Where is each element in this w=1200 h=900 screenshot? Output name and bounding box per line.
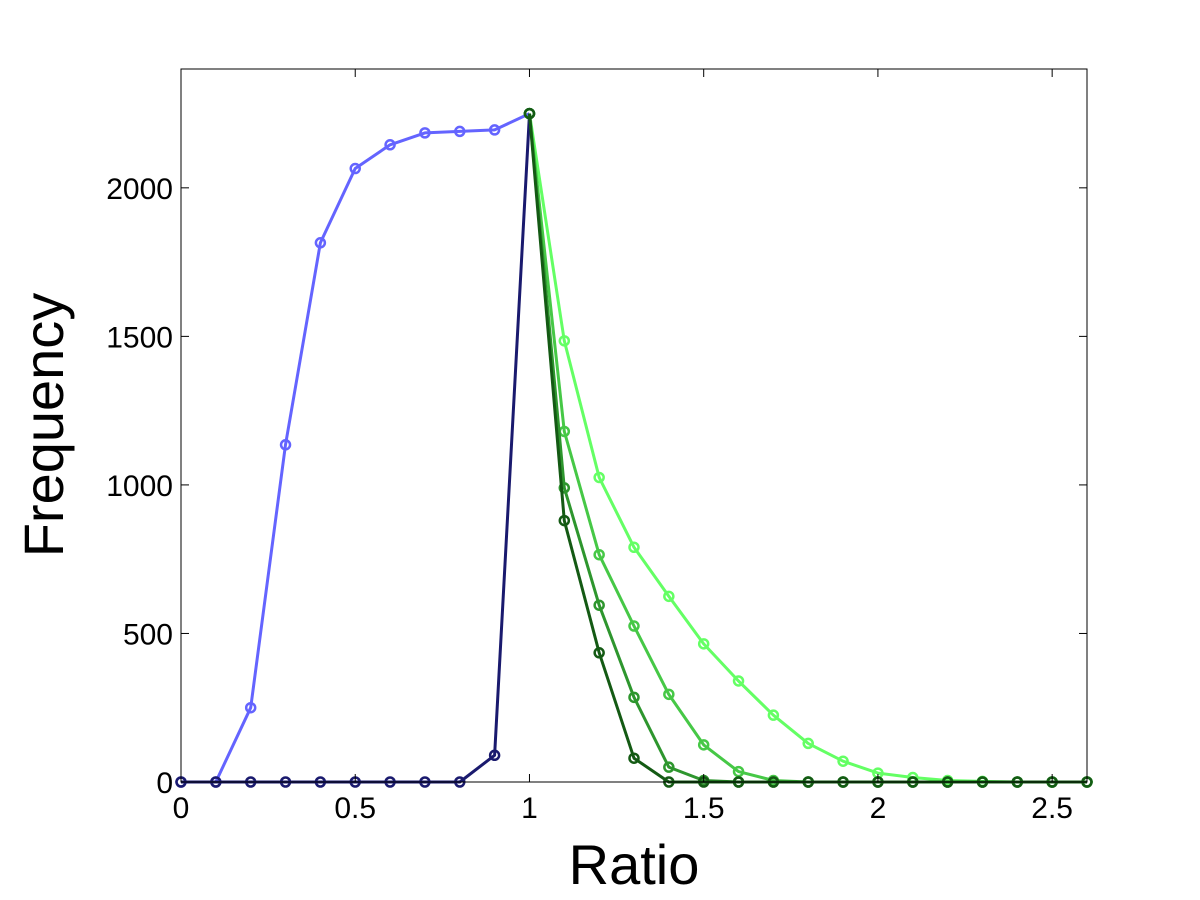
data-point bbox=[593, 599, 605, 611]
data-point bbox=[558, 514, 571, 527]
data-point bbox=[767, 709, 780, 721]
data-point bbox=[558, 335, 571, 347]
data-point bbox=[628, 691, 640, 704]
data-point bbox=[628, 620, 640, 632]
data-point bbox=[454, 125, 466, 138]
x-tick-label: 2.5 bbox=[1031, 792, 1073, 825]
x-tick-label: 1 bbox=[521, 792, 538, 825]
data-point bbox=[244, 701, 257, 714]
data-point bbox=[314, 237, 327, 249]
y-tick-label: 1000 bbox=[106, 470, 173, 503]
data-point bbox=[523, 107, 536, 120]
y-axis-title: Frequency bbox=[12, 293, 75, 558]
data-point bbox=[663, 761, 675, 773]
data-point bbox=[837, 755, 849, 767]
data-point bbox=[697, 638, 710, 650]
x-tick-label: 1.5 bbox=[683, 792, 725, 825]
data-point bbox=[279, 439, 292, 451]
data-point bbox=[593, 647, 605, 659]
axes-frame bbox=[180, 68, 1088, 783]
series-line bbox=[181, 112, 531, 784]
data-point bbox=[802, 737, 814, 750]
data-point bbox=[732, 675, 745, 687]
x-tick-label: 0.5 bbox=[334, 792, 376, 825]
data-point bbox=[628, 752, 640, 764]
y-tick-label: 1500 bbox=[106, 321, 173, 354]
data-point bbox=[488, 124, 501, 136]
data-point bbox=[663, 590, 675, 603]
x-tick-label: 2 bbox=[870, 792, 887, 825]
series-1 bbox=[175, 107, 536, 788]
data-point bbox=[558, 482, 571, 494]
data-point bbox=[663, 688, 675, 701]
y-tick-label: 2000 bbox=[106, 173, 173, 206]
tick-layer: 0 0.5 1 1.5 2 2.5 0 500 1000 1500 2000 bbox=[106, 69, 1087, 825]
data-point bbox=[628, 541, 640, 554]
y-tick-label: 0 bbox=[156, 767, 173, 800]
x-tick-label: 0 bbox=[173, 792, 190, 825]
x-axis-title: Ratio bbox=[569, 833, 700, 896]
data-point bbox=[732, 765, 745, 778]
data-point bbox=[488, 749, 501, 762]
data-point bbox=[697, 739, 710, 751]
data-point bbox=[384, 139, 396, 151]
plot-area bbox=[181, 69, 1087, 782]
y-tick-label: 500 bbox=[123, 618, 173, 651]
data-point bbox=[419, 127, 431, 139]
data-point bbox=[593, 548, 605, 561]
data-point bbox=[593, 471, 605, 484]
data-point bbox=[349, 162, 361, 175]
